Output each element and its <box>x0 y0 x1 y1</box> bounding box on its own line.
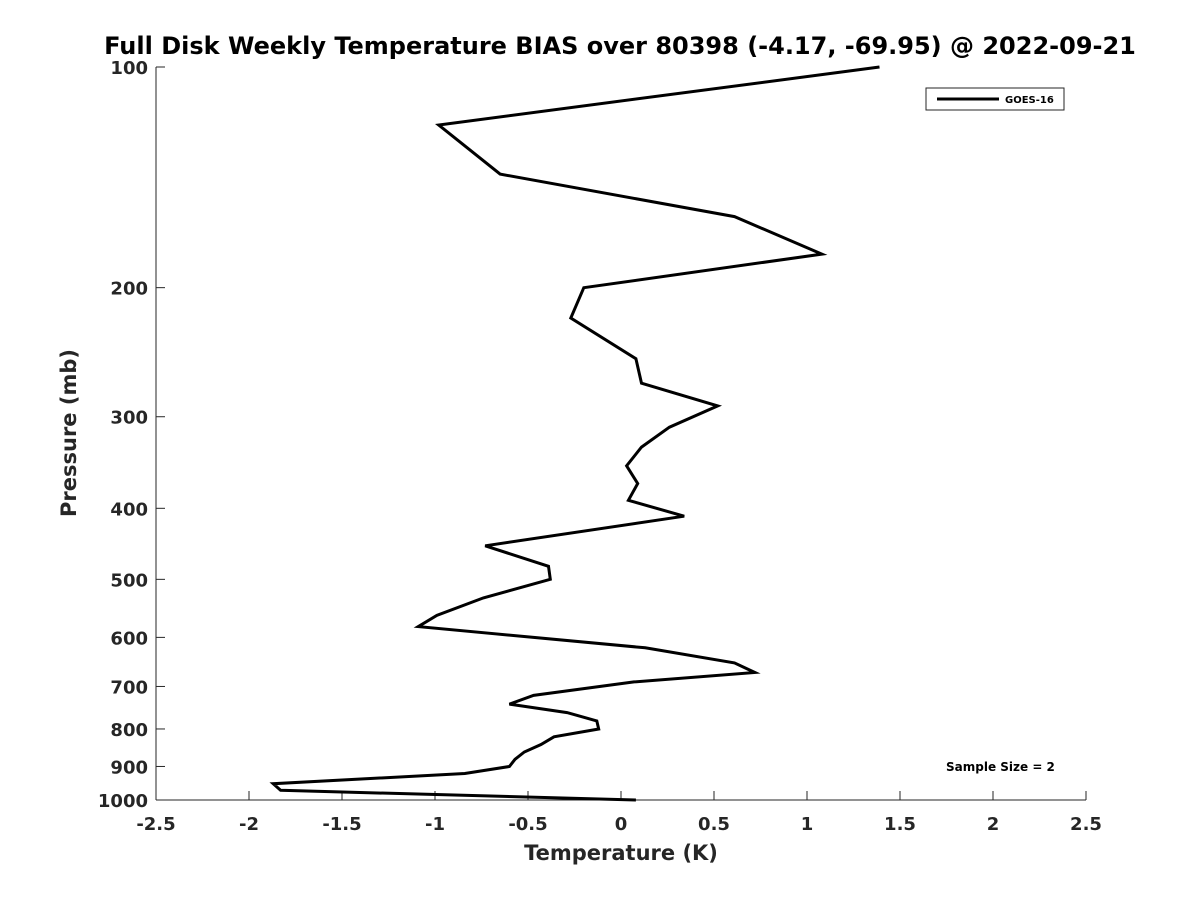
legend: GOES-16 <box>925 87 1065 111</box>
x-tick-label: -1.5 <box>322 814 361 835</box>
x-axis-label: Temperature (K) <box>524 841 718 865</box>
chart-title: Full Disk Weekly Temperature BIAS over 8… <box>104 32 1136 60</box>
series-group <box>269 65 880 802</box>
y-axis-label: Pressure (mb) <box>57 349 81 517</box>
x-tick-label: 0.5 <box>698 814 730 835</box>
x-tick-label: 2.5 <box>1070 814 1102 835</box>
x-tick-label: 0 <box>615 814 628 835</box>
sample-size-annotation: Sample Size = 2 <box>946 760 1055 774</box>
x-tick-label: -2 <box>239 814 259 835</box>
y-tick-label: 300 <box>110 408 148 429</box>
legend-label-goes-16: GOES-16 <box>1005 95 1054 106</box>
y-tick-label: 500 <box>110 570 148 591</box>
x-tick-label: 1 <box>801 814 814 835</box>
x-tick-label: -2.5 <box>136 814 175 835</box>
x-tick-label: -1 <box>425 814 445 835</box>
y-tick-label: 700 <box>110 677 148 698</box>
y-ticks: 100 200 300 400 500 600 700 800 900 1000 <box>98 58 165 812</box>
x-tick-label: 2 <box>987 814 1000 835</box>
y-tick-label: 400 <box>110 499 148 520</box>
x-ticks: -2.5 -2 -1.5 -1 -0.5 0 0.5 1 1.5 2 2.5 <box>136 791 1102 835</box>
y-tick-label: 900 <box>110 757 148 778</box>
y-tick-label: 800 <box>110 720 148 741</box>
y-tick-label: 600 <box>110 628 148 649</box>
x-tick-label: -0.5 <box>508 814 547 835</box>
y-tick-label: 1000 <box>98 791 148 812</box>
y-tick-label: 200 <box>110 279 148 300</box>
y-tick-label: 100 <box>110 58 148 79</box>
x-tick-label: 1.5 <box>884 814 916 835</box>
series-line-goes-16 <box>269 65 880 802</box>
